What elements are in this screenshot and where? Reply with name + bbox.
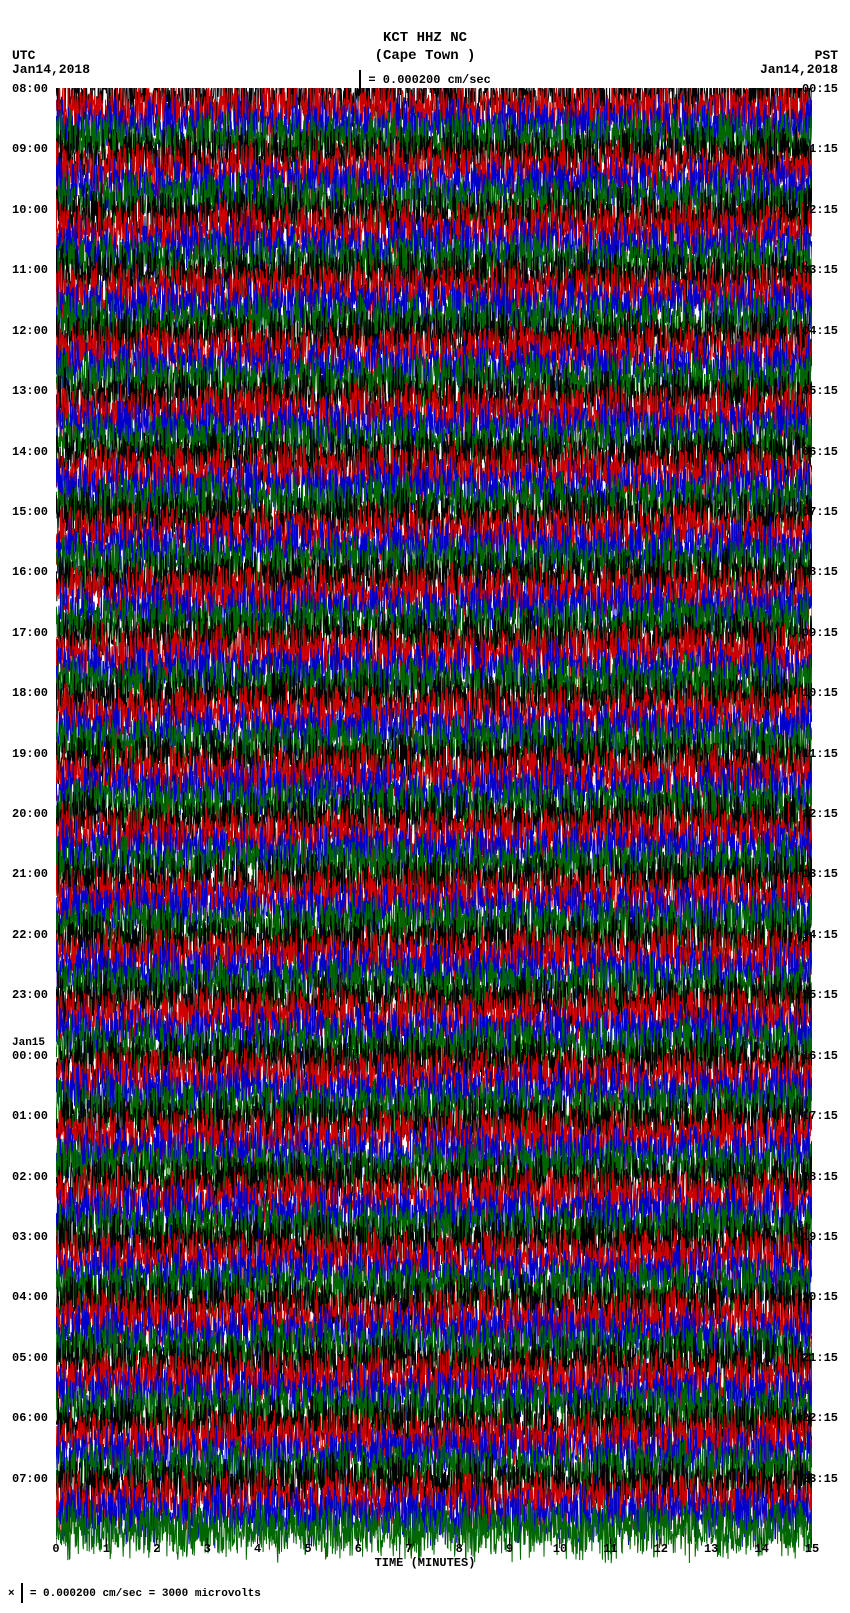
pst-time-label: 12:15 (802, 807, 838, 821)
utc-time-label: 19:00 (12, 747, 48, 761)
pst-time-label: 20:15 (802, 1290, 838, 1304)
x-tick-label: 14 (754, 1542, 768, 1556)
pst-time-label: 05:15 (802, 384, 838, 398)
footer-marker: × (8, 1588, 15, 1600)
utc-time-label: 13:00 (12, 384, 48, 398)
pst-time-label: 00:15 (802, 82, 838, 96)
x-tick-label: 0 (52, 1542, 59, 1556)
pst-time-label: 08:15 (802, 565, 838, 579)
pst-time-label: 02:15 (802, 203, 838, 217)
utc-time-label: 10:00 (12, 203, 48, 217)
pst-time-label: 23:15 (802, 1472, 838, 1486)
pst-time-label: 04:15 (802, 324, 838, 338)
x-tick-label: 13 (704, 1542, 718, 1556)
pst-time-label: 22:15 (802, 1411, 838, 1425)
footer-text: = 0.000200 cm/sec = 3000 microvolts (30, 1588, 261, 1600)
pst-time-label: 07:15 (802, 505, 838, 519)
x-tick-label: 15 (805, 1542, 819, 1556)
pst-time-label: 10:15 (802, 686, 838, 700)
helicorder-plot (56, 88, 812, 1538)
utc-time-label: 04:00 (12, 1290, 48, 1304)
x-tick-label: 7 (405, 1542, 412, 1556)
pst-time-label: 21:15 (802, 1351, 838, 1365)
x-tick-label: 2 (153, 1542, 160, 1556)
utc-time-label: 18:00 (12, 686, 48, 700)
utc-time-label: 08:00 (12, 82, 48, 96)
utc-time-label: 12:00 (12, 324, 48, 338)
x-tick-label: 9 (506, 1542, 513, 1556)
utc-time-label: 22:00 (12, 928, 48, 942)
utc-time-label: 21:00 (12, 867, 48, 881)
pst-time-label: 19:15 (802, 1230, 838, 1244)
x-tick-label: 10 (553, 1542, 567, 1556)
scale-bar-icon (359, 70, 361, 90)
date-left-label: Jan14,2018 (12, 62, 90, 77)
utc-daybreak-label: Jan15 (12, 1037, 45, 1049)
utc-time-label: 03:00 (12, 1230, 48, 1244)
utc-time-label: 07:00 (12, 1472, 48, 1486)
date-right-label: Jan14,2018 (760, 62, 838, 77)
x-tick-label: 4 (254, 1542, 261, 1556)
pst-time-label: 11:15 (802, 747, 838, 761)
scale-indicator: = 0.000200 cm/sec (0, 70, 850, 90)
timezone-right-label: PST (815, 48, 838, 63)
x-tick-label: 11 (603, 1542, 617, 1556)
footer-scale-note: × = 0.000200 cm/sec = 3000 microvolts (8, 1583, 261, 1603)
pst-time-label: 01:15 (802, 142, 838, 156)
pst-time-label: 13:15 (802, 867, 838, 881)
utc-time-label: 02:00 (12, 1170, 48, 1184)
utc-time-label: 23:00 (12, 988, 48, 1002)
scale-value: = 0.000200 cm/sec (368, 73, 490, 87)
x-tick-label: 6 (355, 1542, 362, 1556)
utc-time-label: 14:00 (12, 445, 48, 459)
utc-time-label: 06:00 (12, 1411, 48, 1425)
utc-time-label: 05:00 (12, 1351, 48, 1365)
pst-time-label: 16:15 (802, 1049, 838, 1063)
x-tick-label: 8 (456, 1542, 463, 1556)
utc-time-label: 20:00 (12, 807, 48, 821)
timezone-left-label: UTC (12, 48, 35, 63)
utc-time-label: 16:00 (12, 565, 48, 579)
pst-time-label: 18:15 (802, 1170, 838, 1184)
scale-bar-icon (21, 1583, 23, 1603)
pst-time-label: 17:15 (802, 1109, 838, 1123)
station-location: (Cape Town ) (0, 48, 850, 64)
x-tick-label: 12 (654, 1542, 668, 1556)
helicorder-svg (56, 88, 812, 1578)
x-tick-label: 5 (304, 1542, 311, 1556)
utc-time-label: 11:00 (12, 263, 48, 277)
utc-time-label: 01:00 (12, 1109, 48, 1123)
utc-time-label: 17:00 (12, 626, 48, 640)
utc-time-label: 09:00 (12, 142, 48, 156)
x-tick-label: 3 (204, 1542, 211, 1556)
pst-time-label: 14:15 (802, 928, 838, 942)
utc-time-label: 15:00 (12, 505, 48, 519)
pst-time-label: 15:15 (802, 988, 838, 1002)
x-axis-title: TIME (MINUTES) (0, 1556, 850, 1570)
station-id: KCT HHZ NC (0, 30, 850, 46)
pst-time-label: 09:15 (802, 626, 838, 640)
x-tick-label: 1 (103, 1542, 110, 1556)
pst-time-label: 03:15 (802, 263, 838, 277)
pst-time-label: 06:15 (802, 445, 838, 459)
utc-time-label: 00:00 (12, 1049, 48, 1063)
